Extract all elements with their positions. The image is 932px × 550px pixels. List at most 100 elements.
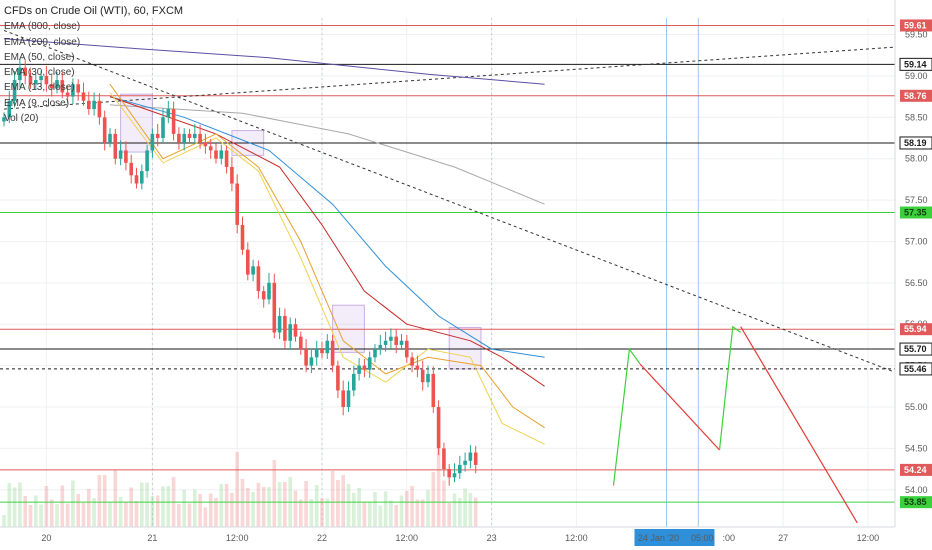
level-tag-bg-9 (900, 496, 932, 509)
candle-body (389, 336, 393, 341)
candle-body (39, 75, 43, 81)
ema-line-5 (109, 92, 545, 445)
time-tick-label: 27 (778, 533, 788, 543)
volume-bar (447, 503, 451, 527)
volume-bar (246, 488, 250, 527)
volume-bar (140, 482, 144, 527)
candle-body (399, 340, 404, 345)
volume-bar (235, 452, 239, 527)
candle-body (240, 224, 245, 250)
volume-bar (155, 495, 160, 527)
candle-body (150, 133, 155, 151)
volume-bar (240, 479, 245, 527)
volume-bar (55, 504, 59, 527)
candle-body (23, 67, 27, 76)
chart-title: CFDs on Crude Oil (WTI), 60, FXCM (4, 5, 184, 17)
level-tag-bg-5 (900, 323, 932, 336)
ema-line-0 (3, 38, 545, 85)
ema-line-2 (109, 96, 545, 358)
volume-bar (420, 499, 425, 527)
volume-bar (182, 490, 186, 527)
candle-body (367, 357, 372, 370)
time-tick-label: 22 (317, 533, 327, 543)
time-tick-label: 12:00 (857, 533, 880, 543)
candle-body (214, 150, 218, 159)
trend-lines (3, 29, 922, 383)
level-tag-label-0: 59.61 (904, 20, 927, 30)
volume-bar (118, 497, 123, 527)
price-tick-label: 59.50 (905, 30, 928, 40)
candle-body (7, 100, 12, 118)
horizontal-levels (0, 24, 895, 503)
volume-bar (224, 484, 229, 527)
candle-body (134, 175, 139, 184)
volume-bar (320, 498, 324, 527)
candle-body (87, 100, 91, 110)
candle-body (177, 133, 181, 143)
volume-bar (336, 480, 340, 527)
legend-ema-9[interactable]: EMA (9, close) (4, 97, 70, 109)
volume-bar (383, 491, 388, 527)
level-tag-label-7: 55.46 (904, 364, 927, 374)
volume-bar (367, 501, 372, 527)
price-tick-label: 58.50 (905, 112, 928, 122)
candle-body (314, 349, 319, 358)
candle-body (44, 75, 49, 85)
volume-bar (357, 488, 361, 527)
projection-path-1 (639, 363, 720, 451)
legend-ema-13[interactable]: EMA (13, close) (4, 82, 75, 94)
candle-body (161, 117, 165, 139)
volume-bar (442, 480, 446, 527)
candle-body (463, 460, 467, 465)
level-tag-bg-4 (900, 206, 932, 219)
volume-bar (39, 504, 43, 527)
candle-body (18, 67, 22, 81)
candle-body (362, 365, 367, 370)
time-tick-label: 20 (41, 533, 51, 543)
volume-bar (399, 495, 404, 527)
legend-vol[interactable]: Vol (20) (4, 113, 39, 125)
candle-body (383, 340, 388, 345)
volume-bars (2, 449, 478, 527)
legend-ema-30[interactable]: EMA (30, close) (4, 67, 75, 79)
volume-bar (389, 500, 393, 527)
candle-body (102, 117, 107, 143)
volume-bar (415, 499, 420, 527)
volume-bar (129, 487, 133, 527)
volume-bar (150, 496, 155, 527)
volume-bar (60, 485, 65, 527)
candle-body (436, 406, 441, 449)
candle-body (304, 349, 308, 366)
candle-body (55, 80, 59, 89)
legend-ema-800[interactable]: EMA (800, close) (4, 21, 81, 33)
candle-body (65, 92, 70, 97)
candle-body (203, 142, 208, 147)
level-tag-bg-7 (899, 362, 932, 376)
crosshair-tag-label-0: 24 Jan '20 (638, 533, 679, 543)
candle-body (246, 249, 250, 275)
volume-bar (124, 501, 128, 527)
crosshair-tag-label-2: :00 (723, 533, 736, 543)
volume-bar (277, 482, 282, 527)
crosshair-tag-bg (634, 529, 715, 546)
projection-path-3 (740, 326, 858, 524)
candle-body (12, 80, 17, 101)
volume-bar (187, 503, 192, 527)
time-tick-label: 12:00 (565, 533, 588, 543)
legend-ema-50[interactable]: EMA (50, close) (4, 51, 75, 63)
volume-bar (208, 493, 213, 527)
volume-bar (352, 493, 356, 527)
candle-body (320, 349, 324, 354)
candlesticks (2, 59, 478, 486)
candle-body (171, 109, 176, 134)
level-tag-bg-2 (900, 89, 932, 102)
time-axis: 202112:002212:002312:002712:002812:00291… (0, 526, 932, 550)
zone-box-3 (448, 327, 482, 370)
legend-ema-200[interactable]: EMA (200, close) (4, 36, 81, 48)
volume-bar (34, 495, 38, 527)
candle-body (198, 133, 202, 143)
volume-bar (193, 489, 197, 527)
chart-grid (0, 18, 895, 527)
candle-body (357, 365, 361, 374)
